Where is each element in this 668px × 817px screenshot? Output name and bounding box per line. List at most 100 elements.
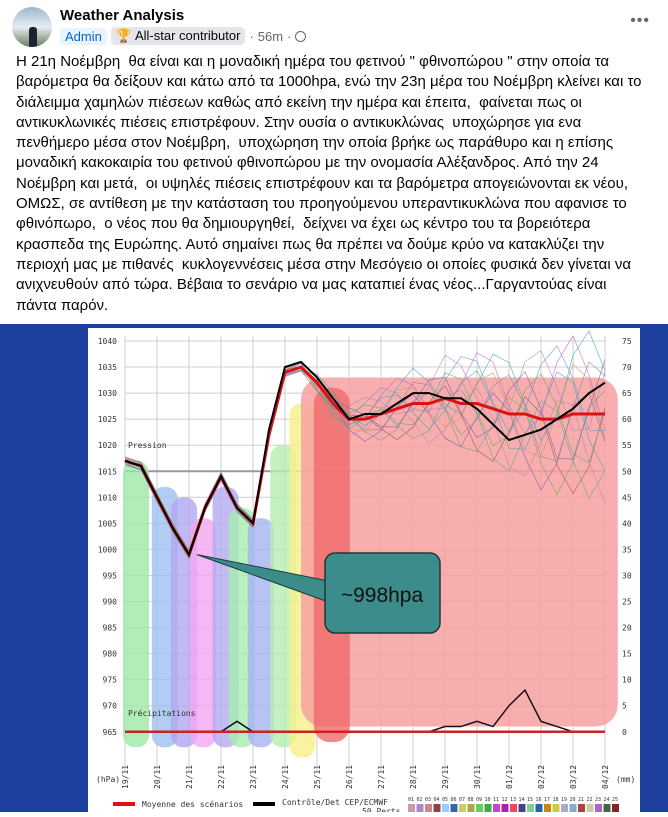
legend-pert-id: 17 [544, 797, 550, 803]
legend-pert-id: 19 [561, 797, 567, 803]
post-text-line: πάντα παρόν. [16, 296, 109, 314]
callout-label: ~998hpa [341, 584, 424, 607]
legend-pert-id: 01 [408, 797, 414, 803]
right-tick-label: 15 [622, 650, 632, 659]
post-text-line: φθινόπωρο, ο νέος που θα δημιουργηθεί, δ… [16, 215, 591, 233]
right-tick-label: 65 [622, 389, 632, 398]
legend-pert-swatch [552, 804, 560, 812]
legend-pert-id: 13 [510, 797, 516, 803]
legend-mean: Moyenne des scénarios [142, 799, 243, 809]
legend-pert-id: 23 [595, 797, 601, 803]
forecast-band [123, 460, 149, 748]
y-tick-label: 1010 [98, 493, 117, 502]
timestamp[interactable]: 56m [257, 28, 284, 44]
legend-pert-id: 11 [493, 797, 499, 803]
right-tick-label: 55 [622, 441, 632, 450]
y-tick-label: 1030 [98, 389, 117, 398]
x-tick-label: 26/11 [345, 765, 354, 789]
legend-pert-swatch [501, 804, 509, 812]
y-tick-label: 1040 [98, 337, 117, 346]
legend-pert-id: 25 [612, 797, 618, 803]
x-tick-label: 19/11 [121, 765, 130, 789]
y-tick-label: 1015 [98, 467, 117, 476]
post-meta: Admin 🏆 All-star contributor · 56m · [60, 27, 307, 45]
y-tick-label: 1005 [98, 519, 117, 528]
y-tick-label: 975 [103, 676, 118, 685]
legend-pert-id: 07 [459, 797, 465, 803]
y-tick-label: 1000 [98, 545, 117, 554]
legend-pert-id: 24 [604, 797, 610, 803]
post-text-line: αντικυκλωνικές πιέσεις επιστρέφουν. Στην… [16, 113, 582, 131]
y-tick-label: 980 [103, 650, 118, 659]
post-text-line: Η 21η Νοέμβρη θα είναι και η μοναδική ημ… [16, 53, 610, 70]
x-tick-label: 28/11 [409, 765, 418, 789]
legend-pert-id: 09 [476, 797, 482, 803]
post-text-line: Νοέμβρη και μετά, οι υψηλές πιέσεις επισ… [16, 174, 629, 192]
legend-pert-swatch [578, 804, 585, 812]
all-star-badge: 🏆 All-star contributor [110, 27, 246, 45]
globe-icon [295, 30, 307, 42]
axis-unit-label: (mm) [616, 775, 635, 784]
more-options-icon[interactable]: ••• [630, 12, 650, 29]
right-tick-label: 0 [622, 728, 627, 737]
post-text-line: πενθήμερο μέσα στον Νοέμβρη, υποχώρηση τ… [16, 134, 614, 152]
forecast-band [190, 518, 217, 748]
legend-control: Contrôle/Det CEP/ECMWF [282, 797, 388, 807]
right-tick-label: 20 [622, 624, 632, 633]
y-tick-label: 970 [103, 702, 118, 711]
legend-pert-swatch [561, 804, 568, 812]
ensemble-member-line [124, 370, 606, 552]
legend-pert-swatch [493, 804, 500, 812]
right-tick-label: 60 [622, 415, 632, 424]
y-tick-label: 985 [103, 624, 118, 633]
legend-pert-swatch [476, 804, 483, 812]
chart-image[interactable]: 1040 1035 1030 1025 1020 1015 1010 1005 1000 995 9… [0, 324, 668, 816]
forecast-band-red [301, 377, 618, 727]
legend-pert-id: 06 [451, 797, 457, 803]
pressure-label: Pression [128, 441, 167, 450]
legend-pert-id: 08 [468, 797, 474, 803]
author-name[interactable]: Weather Analysis [60, 7, 185, 24]
y-tick-label: 990 [103, 598, 118, 607]
legend-pert-swatch [612, 804, 619, 812]
x-tick-label: 22/11 [217, 765, 226, 789]
legend-pert-id: 04 [434, 797, 440, 803]
legend-pert-id: 21 [578, 797, 584, 803]
right-tick-label: 40 [622, 519, 632, 528]
x-tick-label: 29/11 [441, 765, 450, 789]
y-tick-label: 1025 [98, 415, 117, 424]
legend-pert-id: 12 [502, 797, 508, 803]
callout-box [324, 552, 441, 634]
forecast-band [247, 518, 274, 748]
right-tick-label: 10 [622, 676, 632, 685]
x-tick-label: 04/12 [601, 765, 610, 789]
legend-pert-swatch [425, 804, 432, 812]
post-text-line: διάλειμμα χαμηλών πιέσεων καθώς από εκεί… [16, 93, 582, 111]
legend-pert-swatch [586, 804, 594, 812]
x-tick-label: 30/11 [473, 765, 482, 789]
legend-pert-swatch [416, 804, 424, 812]
y-tick-label: 1020 [98, 441, 117, 450]
legend-pert-id: 14 [519, 797, 525, 803]
legend-pert-id: 15 [527, 797, 533, 803]
post-text: Η 21η Νοέμβρη θα είναι και η μοναδική ημ… [16, 52, 642, 316]
right-tick-label: 70 [622, 363, 632, 372]
x-tick-label: 02/12 [537, 765, 546, 789]
right-tick-label: 30 [622, 571, 632, 580]
x-tick-label: 21/11 [185, 765, 194, 789]
legend-pert-swatch [433, 804, 441, 812]
legend-pert-id: 18 [553, 797, 559, 803]
x-tick-label: 27/11 [377, 765, 386, 789]
legend-pert-swatch [535, 804, 543, 812]
legend-pert-swatch [510, 804, 517, 812]
x-tick-label: 01/12 [505, 765, 514, 789]
x-tick-label: 03/12 [569, 765, 578, 789]
legend-pert-swatch [467, 804, 475, 812]
right-tick-label: 45 [622, 493, 632, 502]
legend-pert-swatch [450, 804, 458, 812]
avatar[interactable] [12, 7, 52, 47]
legend-pert-id: 10 [485, 797, 491, 803]
post-text-line: κρασπεδα της Ευρώπης. Αυτό σημαίνει πως … [16, 235, 605, 253]
legend-pert-id: 05 [442, 797, 448, 803]
axis-unit-label: (hPa) [96, 775, 120, 784]
